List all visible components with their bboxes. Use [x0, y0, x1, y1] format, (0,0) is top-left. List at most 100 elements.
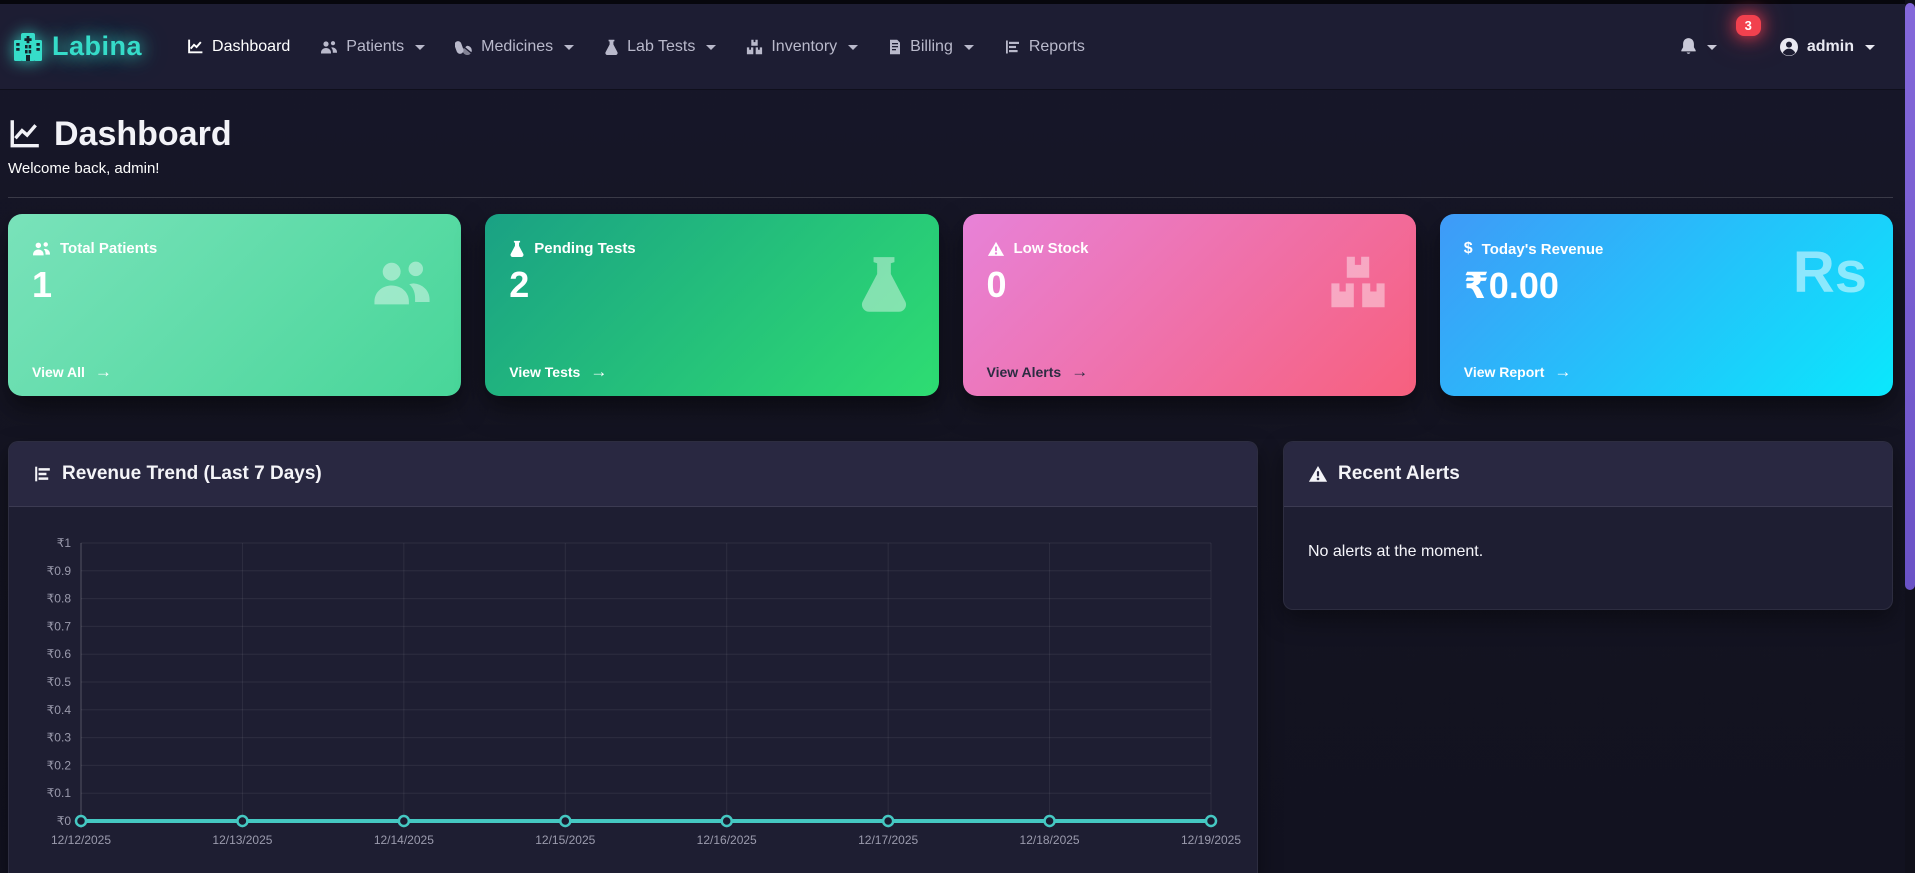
- nav-label: Patients: [346, 37, 405, 55]
- username: admin: [1806, 37, 1854, 55]
- scrollbar-thumb[interactable]: [1905, 3, 1915, 590]
- nav-reports[interactable]: Reports: [989, 28, 1100, 66]
- nav-inventory[interactable]: Inventory: [731, 28, 873, 66]
- card-label-row: Total Patients: [32, 240, 437, 257]
- link-label: View All: [32, 363, 85, 380]
- users-icon: [321, 40, 338, 53]
- card-value: ₹0.00: [1463, 265, 1559, 306]
- user-dropdown[interactable]: admin: [1779, 37, 1875, 57]
- scrollbar[interactable]: [1905, 0, 1915, 873]
- navbar-right: 3 admin: [1679, 14, 1875, 57]
- nav-medicines[interactable]: Medicines: [440, 28, 589, 66]
- chart-bar-icon: [1005, 40, 1019, 53]
- arrow-right-icon: →: [1071, 362, 1089, 381]
- boxes-icon: [747, 39, 763, 54]
- nav-dashboard[interactable]: Dashboard: [172, 28, 305, 66]
- nav-lab-tests[interactable]: Lab Tests: [589, 28, 731, 66]
- svg-text:₹0.5: ₹0.5: [47, 675, 72, 689]
- svg-text:₹1: ₹1: [57, 536, 72, 550]
- card-label-row: $ Today's Revenue: [1464, 240, 1869, 258]
- chevron-down-icon: [1706, 45, 1717, 50]
- chevron-down-icon: [848, 45, 859, 50]
- nav-label: Lab Tests: [627, 37, 696, 55]
- revenue-trend-header: Revenue Trend (Last 7 Days): [9, 442, 1257, 507]
- total-patients-card[interactable]: Total Patients 1 View All →: [8, 214, 462, 396]
- users-icon: [33, 242, 50, 256]
- flask-icon: [510, 240, 524, 257]
- page-title-text: Dashboard: [54, 115, 232, 153]
- arrow-right-icon: →: [94, 362, 112, 381]
- nav-menu: Dashboard Patients Medicines Lab Tests I…: [172, 28, 1100, 66]
- page-title: Dashboard: [8, 114, 1893, 154]
- notifications-dropdown[interactable]: 3: [1679, 14, 1761, 57]
- low-stock-card[interactable]: Low Stock 0 View Alerts →: [962, 214, 1416, 396]
- divider: [8, 197, 1893, 198]
- chevron-down-icon: [963, 45, 974, 50]
- hospital-icon: [14, 32, 42, 61]
- panels-row: Revenue Trend (Last 7 Days) ₹1 ₹0.9 ₹0.8 ₹0…: [8, 441, 1893, 873]
- warning-icon: [987, 241, 1004, 256]
- svg-text:₹0.3: ₹0.3: [47, 731, 72, 745]
- brand-name: Labina: [52, 31, 143, 61]
- svg-text:₹0.2: ₹0.2: [47, 758, 72, 772]
- flask-icon: [605, 39, 618, 55]
- view-all-link[interactable]: View All →: [32, 363, 112, 380]
- arrow-right-icon: →: [590, 362, 608, 381]
- warning-icon: [1308, 465, 1328, 482]
- user-circle-icon: [1779, 37, 1798, 56]
- link-label: View Report: [1463, 363, 1545, 380]
- boxes-big-icon: [1331, 256, 1385, 308]
- notification-count-badge[interactable]: 3: [1735, 14, 1761, 36]
- card-label: Low Stock: [1013, 240, 1089, 257]
- arrow-right-icon: →: [1554, 362, 1572, 381]
- flask-big-icon: [861, 257, 906, 312]
- svg-text:12/19/2025: 12/19/2025: [1181, 833, 1241, 847]
- svg-text:₹0.4: ₹0.4: [47, 703, 72, 717]
- window-top-edge: [0, 0, 1915, 4]
- link-label: View Tests: [509, 363, 581, 380]
- todays-revenue-card[interactable]: $ Today's Revenue ₹0.00 Rs View Report →: [1439, 214, 1893, 396]
- svg-text:12/17/2025: 12/17/2025: [858, 833, 918, 847]
- nav-label: Inventory: [771, 37, 838, 55]
- chevron-down-icon: [706, 45, 717, 50]
- view-alerts-link[interactable]: View Alerts →: [987, 363, 1089, 380]
- card-value: 1: [32, 264, 53, 305]
- chart-line-icon: [188, 39, 203, 54]
- card-value: 0: [986, 264, 1007, 305]
- dollar-icon: $: [1463, 240, 1473, 257]
- welcome-message: Welcome back, admin!: [8, 160, 160, 177]
- nav-label: Medicines: [481, 37, 554, 55]
- svg-text:₹0.7: ₹0.7: [47, 619, 72, 633]
- nav-label: Dashboard: [212, 37, 291, 55]
- chevron-down-icon: [564, 45, 575, 50]
- chevron-down-icon: [415, 45, 426, 50]
- svg-text:₹0.1: ₹0.1: [47, 786, 72, 800]
- svg-text:₹0.9: ₹0.9: [47, 564, 72, 578]
- svg-text:₹0: ₹0: [57, 814, 72, 828]
- nav-label: Billing: [910, 37, 953, 55]
- pending-tests-card[interactable]: Pending Tests 2 View Tests →: [485, 214, 939, 396]
- link-label: View Alerts: [986, 363, 1062, 380]
- view-tests-link[interactable]: View Tests →: [509, 363, 607, 380]
- card-label-row: Low Stock: [987, 240, 1392, 257]
- panel-title: Revenue Trend (Last 7 Days): [62, 463, 322, 484]
- nav-billing[interactable]: Billing: [873, 28, 989, 66]
- svg-text:12/16/2025: 12/16/2025: [697, 833, 757, 847]
- revenue-chart-svg[interactable]: ₹1 ₹0.9 ₹0.8 ₹0.7 ₹0.6 ₹0.5 ₹0.4 ₹0.3 ₹0.2 ₹0.1 ₹0…: [21, 521, 1242, 873]
- view-report-link[interactable]: View Report →: [1464, 363, 1572, 380]
- rupee-big-icon: Rs: [1792, 240, 1867, 305]
- svg-text:12/14/2025: 12/14/2025: [374, 833, 434, 847]
- alerts-empty-message: No alerts at the moment.: [1308, 543, 1484, 560]
- svg-text:₹0.6: ₹0.6: [47, 647, 72, 661]
- invoice-icon: [890, 39, 901, 54]
- nav-patients[interactable]: Patients: [305, 28, 440, 66]
- card-value: 2: [509, 264, 530, 305]
- panel-title: Recent Alerts: [1338, 463, 1460, 484]
- brand-logo[interactable]: Labina: [12, 31, 142, 63]
- recent-alerts-panel: Recent Alerts No alerts at the moment.: [1283, 441, 1893, 610]
- users-big-icon: [374, 261, 430, 305]
- svg-text:12/13/2025: 12/13/2025: [212, 833, 272, 847]
- top-navbar: Labina Dashboard Patients Medicines Lab …: [0, 4, 1915, 90]
- chart-bar-icon: [35, 466, 50, 482]
- card-label: Total Patients: [60, 240, 158, 257]
